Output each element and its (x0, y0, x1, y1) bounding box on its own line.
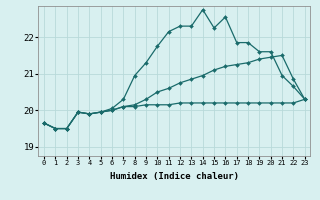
X-axis label: Humidex (Indice chaleur): Humidex (Indice chaleur) (110, 172, 239, 181)
